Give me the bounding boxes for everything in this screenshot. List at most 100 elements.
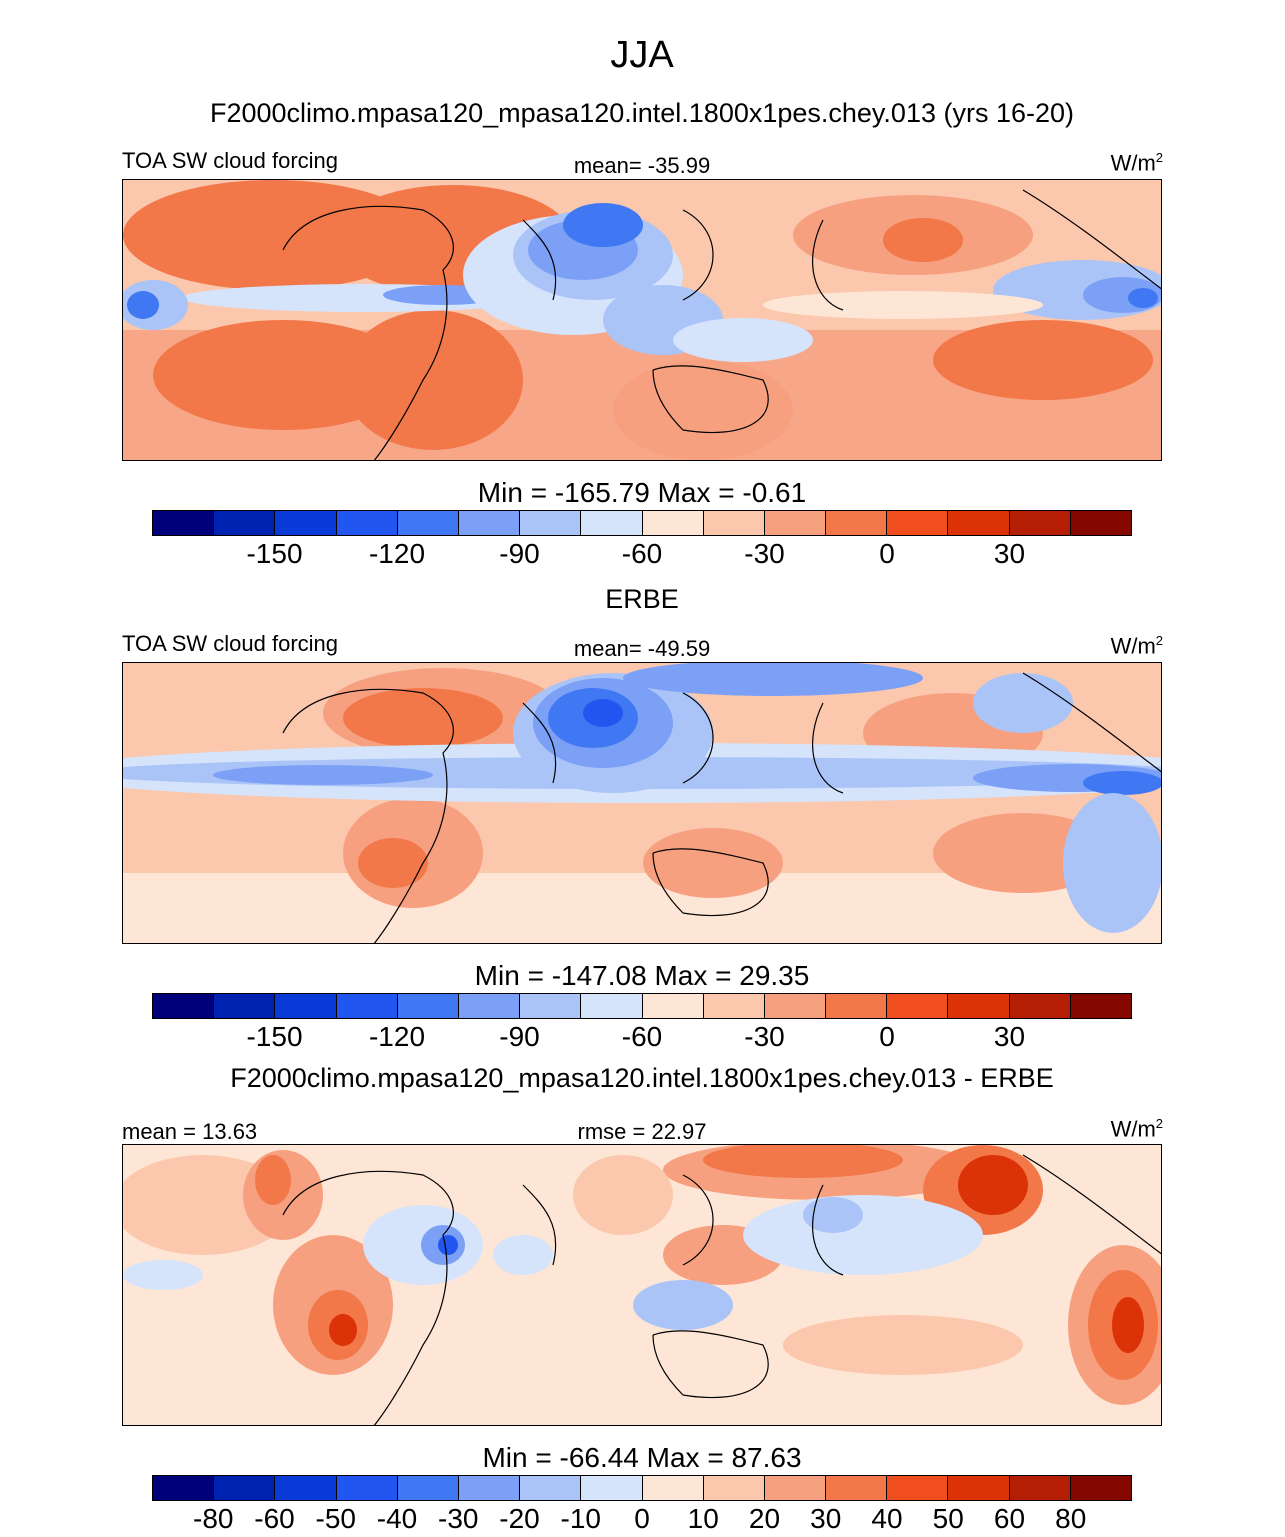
colorbar-tick-label: -30 [744, 1021, 785, 1052]
colorbar-tick-label: 0 [634, 1503, 650, 1534]
panel-2-units: W/m2 [1110, 633, 1163, 659]
colorbar-swatch [948, 511, 1010, 535]
colorbar-swatch [826, 1476, 888, 1500]
panel-2-minmax: Min = -147.08 Max = 29.35 [474, 960, 810, 991]
colorbar-tick-label: 0 [879, 538, 895, 569]
panel-1-title: F2000climo.mpasa120_mpasa120.intel.1800x… [209, 98, 1075, 128]
colorbar-tick-label: -60 [621, 1021, 663, 1052]
colorbar-swatch [397, 1476, 459, 1500]
main-title: JJA [610, 34, 674, 76]
panel-1-colorbar [152, 510, 1132, 536]
colorbar-swatch [642, 994, 704, 1018]
panel-3-map [122, 1144, 1162, 1426]
panel-2-map-field [123, 663, 1161, 943]
colorbar-tick-label: 20 [748, 1503, 781, 1534]
colorbar-tick-label: -30 [744, 538, 785, 569]
colorbar-swatch [703, 1476, 765, 1500]
colorbar-swatch [581, 511, 643, 535]
colorbar-swatch [214, 511, 276, 535]
colorbar-tick-label: 60 [993, 1503, 1026, 1534]
panel-1-mean-label: mean= -35.99 [573, 153, 711, 178]
panel-1-colorbar-ticks: -150 -120 -90 -60 -30 0 30 [152, 538, 1132, 572]
colorbar-swatch [948, 994, 1010, 1018]
panel-2-map [122, 662, 1162, 944]
colorbar-swatch [764, 1476, 827, 1500]
panel-1-variable-label: TOA SW cloud forcing [122, 148, 339, 173]
colorbar-tick-label: -60 [254, 1503, 295, 1534]
panel-2-mean-label: mean= -49.59 [573, 636, 711, 661]
colorbar-swatch [397, 511, 459, 535]
colorbar-tick-label: -60 [621, 538, 663, 569]
colorbar-swatch [458, 511, 521, 535]
panel-3-map-field [123, 1145, 1161, 1425]
colorbar-tick-label: -90 [499, 538, 540, 569]
colorbar-tick-label: 40 [871, 1503, 903, 1534]
colorbar-swatch [520, 511, 582, 535]
colorbar-swatch [153, 1476, 215, 1500]
colorbar-tick-label: 50 [932, 1503, 964, 1534]
colorbar-swatch [520, 994, 582, 1018]
colorbar-swatch [458, 994, 521, 1018]
panel-3-mean-label: mean = 13.63 [122, 1119, 258, 1144]
colorbar-tick-label: 30 [993, 538, 1026, 569]
colorbar-swatch [336, 1476, 398, 1500]
colorbar-tick-label: -120 [368, 1021, 426, 1052]
colorbar-swatch [764, 994, 827, 1018]
colorbar-tick-label: 0 [879, 1021, 895, 1052]
colorbar-swatch [948, 1476, 1010, 1500]
colorbar-swatch [275, 1476, 337, 1500]
panel-2-variable-label: TOA SW cloud forcing [122, 631, 339, 656]
colorbar-swatch [1070, 511, 1131, 535]
colorbar-tick-label: 80 [1055, 1503, 1087, 1534]
colorbar-tick-label: 30 [810, 1503, 842, 1534]
colorbar-swatch [397, 994, 459, 1018]
panel-3-rmse-label: rmse = 22.97 [577, 1119, 707, 1144]
colorbar-swatch [826, 994, 888, 1018]
colorbar-tick-label: -150 [246, 1021, 303, 1052]
colorbar-swatch [153, 994, 215, 1018]
panel-3-title: F2000climo.mpasa120_mpasa120.intel.1800x… [230, 1063, 1054, 1093]
colorbar-swatch [887, 994, 949, 1018]
colorbar-swatch [520, 1476, 582, 1500]
colorbar-tick-label: -20 [499, 1503, 540, 1534]
panel-3-minmax: Min = -66.44 Max = 87.63 [482, 1442, 802, 1473]
colorbar-swatch [887, 1476, 949, 1500]
colorbar-tick-label: -80 [193, 1503, 234, 1534]
colorbar-swatch [214, 1476, 276, 1500]
colorbar-swatch [336, 994, 398, 1018]
colorbar-swatch [275, 511, 337, 535]
colorbar-tick-label: 10 [687, 1503, 719, 1534]
colorbar-swatch [1009, 1476, 1071, 1500]
colorbar-swatch [458, 1476, 521, 1500]
colorbar-swatch [887, 511, 949, 535]
colorbar-swatch [214, 994, 276, 1018]
colorbar-swatch [581, 994, 643, 1018]
colorbar-swatch [703, 994, 765, 1018]
panel-1-minmax: Min = -165.79 Max = -0.61 [477, 477, 807, 508]
colorbar-swatch [642, 1476, 704, 1500]
colorbar-swatch [1009, 511, 1071, 535]
colorbar-tick-label: -90 [499, 1021, 540, 1052]
panel-3-units: W/m2 [1110, 1116, 1163, 1142]
panel-2-colorbar-ticks: -150 -120 -90 -60 -30 0 30 [152, 1021, 1132, 1055]
colorbar-swatch [153, 511, 215, 535]
panel-1-map-field [123, 180, 1161, 460]
colorbar-tick-label: 30 [993, 1021, 1026, 1052]
panel-1-units: W/m2 [1110, 150, 1163, 176]
panel-2-colorbar [152, 993, 1132, 1019]
colorbar-swatch [336, 511, 398, 535]
colorbar-tick-label: -120 [368, 538, 426, 569]
colorbar-tick-label: -40 [376, 1503, 418, 1534]
colorbar-tick-label: -30 [438, 1503, 479, 1534]
colorbar-swatch [1070, 1476, 1131, 1500]
colorbar-swatch [275, 994, 337, 1018]
colorbar-tick-label: -10 [560, 1503, 601, 1534]
colorbar-swatch [764, 511, 827, 535]
colorbar-swatch [1070, 994, 1131, 1018]
colorbar-swatch [1009, 994, 1071, 1018]
panel-2-title: ERBE [605, 584, 679, 614]
colorbar-tick-label: -150 [246, 538, 303, 569]
colorbar-tick-label: -50 [315, 1503, 356, 1534]
panel-3-colorbar [152, 1475, 1132, 1501]
colorbar-swatch [703, 511, 765, 535]
